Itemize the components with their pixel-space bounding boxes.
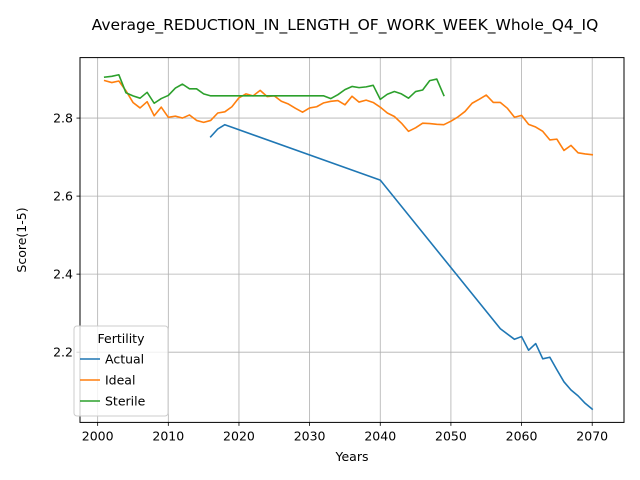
x-tick-label: 2060 [506, 428, 538, 443]
x-tick-label: 2030 [294, 428, 326, 443]
y-tick-label: 2.4 [53, 267, 73, 282]
y-axis: 2.2 2.4 2.6 2.8 [53, 111, 80, 360]
y-tick-label: 2.8 [53, 111, 73, 126]
x-axis: 2000 2010 2020 2030 2040 2050 2060 2070 [82, 422, 608, 443]
legend-box [73, 325, 169, 417]
series-line-actual [209, 123, 594, 411]
legend-label-ideal: Ideal [105, 373, 135, 388]
chart-title: Average_REDUCTION_IN_LENGTH_OF_WORK_WEEK… [92, 16, 599, 35]
y-tick-label: 2.2 [53, 345, 73, 360]
x-tick-label: 2070 [576, 428, 608, 443]
legend-label-sterile: Sterile [105, 394, 146, 409]
legend-title: Fertility [98, 331, 146, 346]
plot-frame [79, 57, 625, 423]
x-tick-label: 2050 [435, 428, 467, 443]
x-tick-label: 2040 [364, 428, 396, 443]
y-tick-label: 2.6 [53, 189, 73, 204]
series-layer [103, 73, 594, 411]
legend-label-actual: Actual [105, 352, 144, 367]
x-axis-label: Years [335, 449, 369, 464]
grid [80, 57, 624, 423]
series-line-sterile [103, 73, 445, 105]
x-tick-label: 2010 [152, 428, 184, 443]
y-axis-label: Score(1-5) [14, 207, 29, 272]
x-tick-label: 2000 [82, 428, 114, 443]
series-line-ideal [103, 79, 594, 156]
x-tick-label: 2020 [223, 428, 255, 443]
legend: Fertility Actual Ideal Sterile [73, 325, 169, 417]
